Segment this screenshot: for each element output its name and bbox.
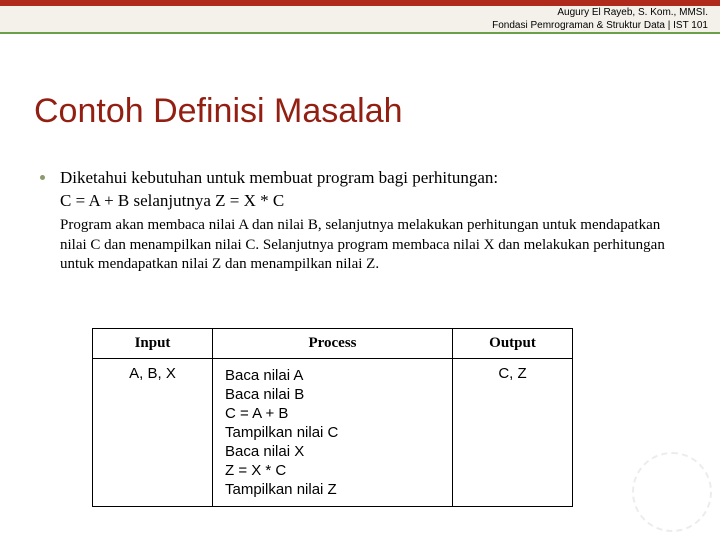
th-input: Input xyxy=(93,329,213,359)
process-step: Tampilkan nilai Z xyxy=(225,481,440,498)
process-step: Baca nilai X xyxy=(225,443,440,460)
logo-watermark-icon xyxy=(632,452,712,532)
process-step: Tampilkan nilai C xyxy=(225,424,440,441)
header-author: Augury El Rayeb, S. Kom., MMSI. xyxy=(492,6,708,19)
bullet-text: Diketahui kebutuhan untuk membuat progra… xyxy=(60,167,680,213)
header-course: Fondasi Pemrograman & Struktur Data | IS… xyxy=(492,19,708,32)
table-header-row: Input Process Output xyxy=(93,329,573,359)
th-process: Process xyxy=(213,329,453,359)
td-input: A, B, X xyxy=(93,359,213,507)
ipo-table: Input Process Output A, B, X Baca nilai … xyxy=(92,328,573,507)
th-output: Output xyxy=(453,329,573,359)
process-step: Z = X * C xyxy=(225,462,440,479)
process-step: Baca nilai B xyxy=(225,386,440,403)
page-title: Contoh Definisi Masalah xyxy=(34,92,403,131)
process-step: C = A + B xyxy=(225,405,440,422)
td-process: Baca nilai A Baca nilai B C = A + B Tampilk… xyxy=(213,359,453,507)
td-output: C, Z xyxy=(453,359,573,507)
bullet-item: Diketahui kebutuhan untuk membuat progra… xyxy=(40,167,680,213)
process-step: Baca nilai A xyxy=(225,367,440,384)
bullet-line1: Diketahui kebutuhan untuk membuat progra… xyxy=(60,168,498,187)
table-row: A, B, X Baca nilai A Baca nilai B C = A + … xyxy=(93,359,573,507)
sub-paragraph: Program akan membaca nilai A dan nilai B… xyxy=(60,216,680,275)
bullet-icon xyxy=(40,175,45,180)
bullet-line2: C = A + B selanjutnya Z = X * C xyxy=(60,191,284,210)
header-text: Augury El Rayeb, S. Kom., MMSI. Fondasi … xyxy=(492,6,708,32)
